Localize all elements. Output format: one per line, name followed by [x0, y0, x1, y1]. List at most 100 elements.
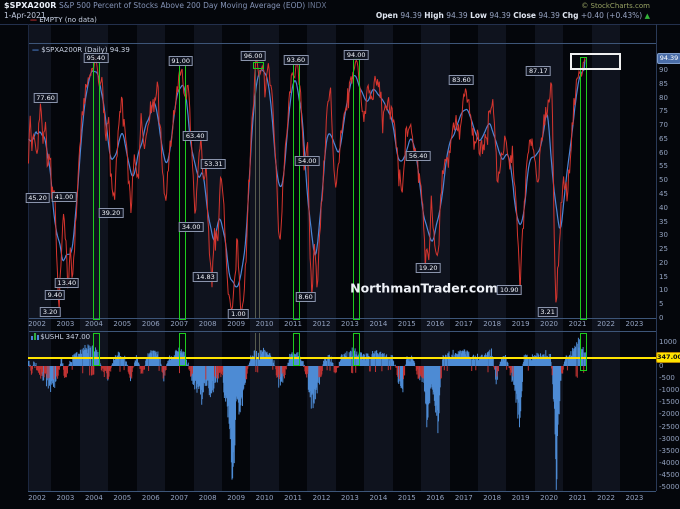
- ohlc-readout: Open 94.39 High 94.39 Low 94.39 Close 94…: [376, 11, 650, 20]
- high-value: 94.39: [446, 11, 468, 20]
- year-label: 2003: [56, 320, 75, 328]
- y-axis-tick: -5000: [659, 483, 680, 491]
- year-label: 2017: [454, 320, 473, 328]
- watermark: NorthmanTrader.com: [350, 280, 498, 296]
- year-label: 2014: [369, 320, 388, 328]
- event-box: [93, 61, 101, 320]
- year-band: [193, 24, 222, 491]
- event-box: [293, 333, 301, 366]
- panel-border: [254, 333, 256, 360]
- panel-border: [28, 491, 656, 492]
- price-label: 8.60: [295, 292, 316, 303]
- histogram-icon: [31, 333, 39, 340]
- year-label: 2014: [369, 494, 388, 502]
- event-box: [580, 57, 588, 320]
- y-axis-tick: 80: [659, 93, 668, 102]
- price-label: 96.00: [240, 50, 266, 61]
- year-label: 2009: [227, 494, 246, 502]
- year-label: 2020: [540, 494, 559, 502]
- year-label: 2008: [198, 494, 217, 502]
- year-label: 2022: [597, 494, 615, 502]
- y-axis-tick: -3000: [659, 434, 680, 443]
- lower-value-badge: 347.00: [656, 352, 680, 363]
- y-axis-tick: -4500: [659, 470, 680, 479]
- y-axis-tick: 1000: [659, 337, 677, 346]
- chg-label: Chg: [562, 11, 579, 20]
- year-label: 2015: [397, 320, 416, 328]
- year-label: 2007: [170, 320, 189, 328]
- open-value: 94.39: [400, 11, 422, 20]
- price-label: 14.83: [193, 271, 218, 282]
- event-box: [178, 64, 186, 320]
- y-axis-tick: 75: [659, 107, 668, 116]
- open-label: Open: [375, 11, 398, 20]
- line-swatch-icon: —: [30, 16, 37, 24]
- exchange-label: INDX: [307, 1, 327, 10]
- main-legend-label: $SPXA200R (Daily) 94.39: [41, 46, 130, 54]
- year-label: 2019: [511, 494, 530, 502]
- y-axis-tick: 10: [659, 286, 668, 295]
- price-label: 41.00: [51, 191, 77, 202]
- event-box: [178, 333, 186, 366]
- low-label: Low: [470, 11, 487, 20]
- year-label: 2004: [84, 320, 103, 328]
- chart-title: S&P 500 Percent of Stocks Above 200 Day …: [58, 1, 306, 10]
- year-label: 2023: [625, 494, 644, 502]
- line-swatch-icon: —: [32, 46, 39, 54]
- y-axis-tick: 90: [659, 66, 668, 75]
- up-arrow-icon: ▲: [644, 12, 650, 20]
- price-label: 94.00: [343, 50, 369, 61]
- y-axis-tick: 50: [659, 176, 668, 185]
- year-label: 2020: [540, 320, 559, 328]
- year-label: 2011: [284, 494, 302, 502]
- price-label: 91.00: [168, 55, 193, 66]
- year-label: 2022: [597, 320, 615, 328]
- price-label: 3.20: [39, 306, 61, 317]
- main-chart-svg: [28, 54, 586, 317]
- panel-border: [254, 70, 256, 318]
- y-axis-tick: -4000: [659, 458, 680, 467]
- year-label: 2018: [483, 320, 502, 328]
- y-axis-tick: 5: [659, 300, 664, 309]
- year-label: 2010: [255, 494, 274, 502]
- price-label: 77.60: [33, 92, 58, 103]
- ticker-symbol: $SPXA200R: [4, 1, 57, 10]
- y-axis-tick: 0: [659, 362, 664, 370]
- year-label: 2016: [426, 494, 445, 502]
- panel-border: [0, 24, 680, 25]
- chart-date: 1-Apr-2021: [4, 11, 46, 20]
- price-label: 39.20: [98, 208, 124, 219]
- y-axis-tick: -1500: [659, 398, 680, 407]
- event-box: [252, 62, 264, 69]
- year-label: 2012: [312, 494, 331, 502]
- y-axis-tick: 40: [659, 203, 668, 212]
- year-label: 2013: [341, 320, 359, 328]
- year-label: 2021: [568, 320, 587, 328]
- price-label: 10.90: [496, 284, 522, 295]
- price-label: 87.17: [525, 65, 551, 76]
- year-label: 2018: [483, 494, 502, 502]
- price-label: 34.00: [178, 222, 204, 233]
- year-label: 2009: [227, 320, 246, 328]
- highlight-box: [569, 52, 621, 70]
- y-axis-tick: 15: [659, 272, 668, 281]
- y-axis-tick: 25: [659, 245, 668, 254]
- year-label: 2011: [284, 320, 302, 328]
- year-label: 2023: [625, 320, 644, 328]
- header-row: $SPXA200R S&P 500 Percent of Stocks Abov…: [4, 1, 327, 10]
- y-axis-tick: 45: [659, 190, 668, 199]
- y-axis-tick: 55: [659, 162, 668, 171]
- event-box: [293, 63, 301, 320]
- year-label: 2005: [113, 494, 132, 502]
- year-label: 2008: [198, 320, 217, 328]
- y-axis-tick: 85: [659, 79, 668, 88]
- empty-legend: — EMPTY (no data): [30, 16, 97, 24]
- event-box: [93, 333, 101, 366]
- y-axis-tick: 70: [659, 121, 668, 130]
- year-label: 2006: [141, 320, 160, 328]
- price-label: 93.60: [283, 55, 309, 66]
- year-label: 2005: [113, 320, 132, 328]
- threshold-line: [28, 357, 656, 359]
- year-label: 2002: [28, 320, 46, 328]
